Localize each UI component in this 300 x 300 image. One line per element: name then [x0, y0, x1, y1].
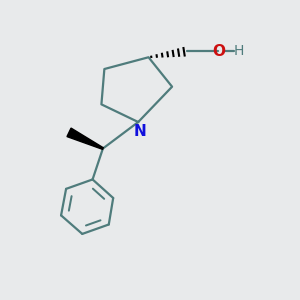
Text: N: N	[133, 124, 146, 139]
Text: O: O	[212, 44, 225, 59]
Polygon shape	[67, 128, 103, 149]
Text: H: H	[234, 44, 244, 58]
